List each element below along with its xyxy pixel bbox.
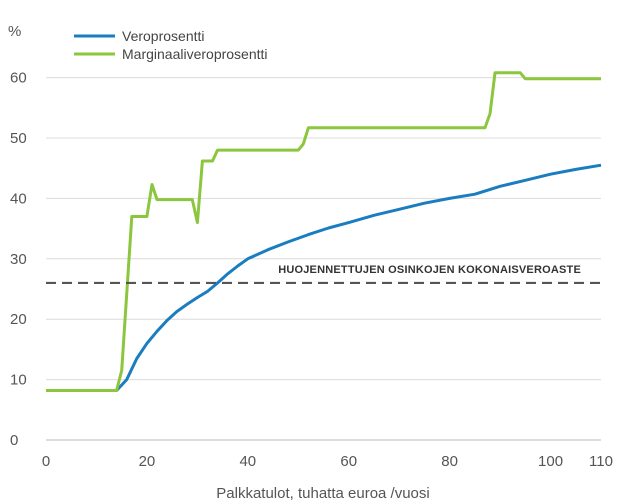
y-tick-label: 60 [10, 70, 27, 87]
legend-label-1: Veroprosentti [122, 28, 205, 44]
x-tick-label: 80 [441, 453, 458, 470]
y-tick-label: 30 [10, 251, 27, 268]
x-tick-label: 100 [538, 453, 563, 470]
legend: Veroprosentti Marginaaliveroprosentti [74, 28, 268, 62]
y-tick-label: 40 [10, 190, 27, 207]
x-tick-label: 20 [139, 453, 156, 470]
x-tick-label: 0 [42, 453, 50, 470]
y-tick-label: 0 [10, 432, 18, 449]
y-axis-ticks: 0 10 20 30 40 50 60 [10, 70, 27, 449]
x-tick-label: 40 [239, 453, 256, 470]
y-axis-title: % [8, 23, 21, 40]
x-tick-label: 110 [589, 453, 613, 470]
x-axis-title: Palkkatulot, tuhatta euroa /vuosi [216, 485, 429, 502]
reference-line-label: HUOJENNETTUJEN OSINKOJEN KOKONAISVEROAST… [278, 264, 581, 276]
reference-line: HUOJENNETTUJEN OSINKOJEN KOKONAISVEROAST… [46, 264, 601, 285]
series-lines [46, 71, 602, 392]
y-tick-label: 50 [10, 130, 27, 147]
x-axis-ticks: 0 20 40 60 80 100 110 [42, 453, 613, 470]
legend-label-2: Marginaaliveroprosentti [122, 46, 268, 62]
y-tick-label: 20 [10, 311, 27, 328]
y-tick-label: 10 [10, 372, 27, 389]
series-line-1 [46, 163, 602, 392]
x-tick-label: 60 [340, 453, 357, 470]
gridlines [46, 77, 601, 441]
series-line-2 [46, 71, 601, 392]
